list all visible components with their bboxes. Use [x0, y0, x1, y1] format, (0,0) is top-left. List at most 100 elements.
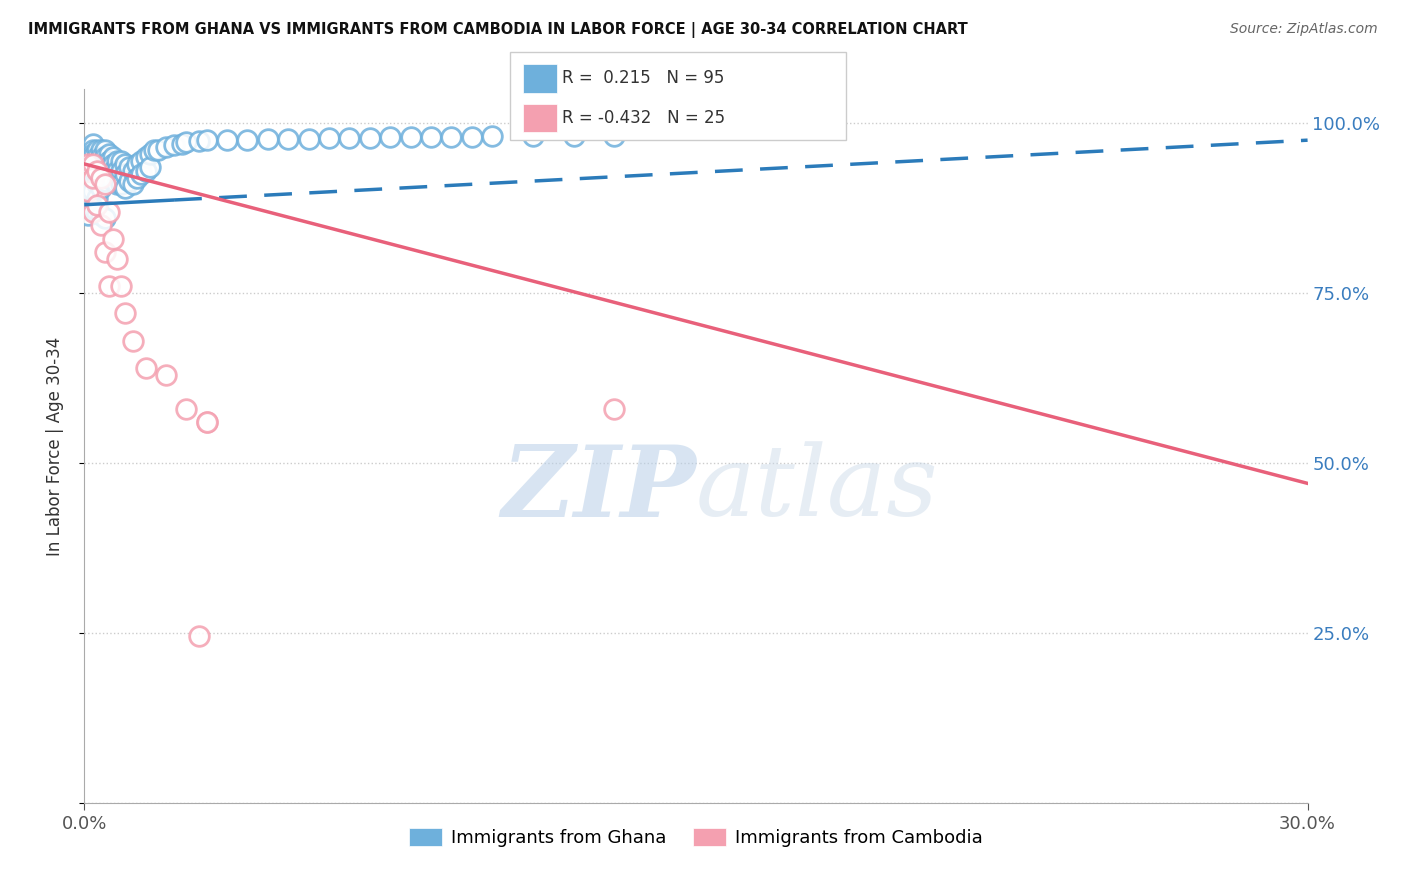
Point — [105, 178, 128, 192]
Point — [195, 415, 218, 429]
Point — [77, 178, 100, 192]
Point — [562, 129, 585, 144]
Point — [97, 170, 120, 185]
Point — [114, 306, 136, 320]
Point — [101, 174, 124, 188]
Point — [114, 167, 136, 181]
Point — [187, 134, 209, 148]
Point — [82, 204, 104, 219]
Point — [131, 167, 153, 181]
Point — [187, 629, 209, 643]
Point — [93, 157, 115, 171]
Point — [118, 161, 141, 175]
Text: R = -0.432   N = 25: R = -0.432 N = 25 — [562, 109, 725, 127]
Point — [163, 137, 186, 152]
Point — [82, 150, 104, 164]
Text: Source: ZipAtlas.com: Source: ZipAtlas.com — [1230, 22, 1378, 37]
Point — [93, 163, 115, 178]
Legend: Immigrants from Ghana, Immigrants from Cambodia: Immigrants from Ghana, Immigrants from C… — [402, 822, 990, 855]
Point — [174, 401, 197, 416]
Point — [127, 157, 149, 171]
Point — [127, 170, 149, 185]
Point — [77, 163, 100, 178]
Point — [318, 131, 340, 145]
Point — [90, 170, 112, 185]
Point — [90, 170, 112, 185]
Point — [522, 129, 544, 144]
Point — [77, 201, 100, 215]
Point — [339, 131, 361, 145]
Point — [101, 163, 124, 178]
Point — [603, 129, 626, 144]
Point — [481, 129, 503, 144]
Point — [399, 130, 422, 145]
Point — [155, 368, 177, 382]
Point — [82, 144, 104, 158]
Point — [122, 334, 145, 348]
Point — [461, 129, 484, 144]
Point — [77, 184, 100, 198]
Point — [142, 144, 165, 158]
Point — [110, 153, 132, 168]
Point — [172, 136, 194, 151]
Point — [82, 157, 104, 171]
Point — [97, 146, 120, 161]
Point — [82, 184, 104, 198]
Point — [114, 157, 136, 171]
Point — [146, 144, 169, 158]
Point — [90, 157, 112, 171]
Point — [110, 163, 132, 178]
Point — [93, 211, 115, 226]
Point — [82, 157, 104, 171]
Text: ZIP: ZIP — [501, 441, 696, 537]
Point — [97, 204, 120, 219]
Point — [195, 415, 218, 429]
Point — [82, 178, 104, 192]
Point — [77, 184, 100, 198]
Point — [86, 150, 108, 164]
Point — [118, 174, 141, 188]
Point — [86, 163, 108, 178]
Point — [90, 208, 112, 222]
Point — [420, 129, 443, 144]
Y-axis label: In Labor Force | Age 30-34: In Labor Force | Age 30-34 — [45, 336, 63, 556]
Point — [101, 150, 124, 164]
Point — [122, 163, 145, 178]
Point — [138, 146, 160, 161]
Text: R =  0.215   N = 95: R = 0.215 N = 95 — [562, 70, 724, 87]
Point — [110, 279, 132, 293]
Point — [82, 136, 104, 151]
Point — [236, 133, 259, 147]
Point — [86, 157, 108, 171]
Point — [135, 360, 157, 375]
Point — [122, 178, 145, 192]
Point — [97, 161, 120, 175]
Point — [86, 198, 108, 212]
Point — [82, 170, 104, 185]
Point — [135, 163, 157, 178]
Point — [90, 180, 112, 194]
Point — [131, 153, 153, 168]
Point — [90, 218, 112, 232]
Point — [86, 163, 108, 178]
Point — [86, 191, 108, 205]
Point — [105, 163, 128, 178]
Point — [174, 135, 197, 149]
Point — [359, 131, 381, 145]
Point — [90, 144, 112, 158]
Point — [90, 150, 112, 164]
Point — [82, 146, 104, 161]
Point — [77, 194, 100, 209]
Point — [101, 157, 124, 171]
Text: IMMIGRANTS FROM GHANA VS IMMIGRANTS FROM CAMBODIA IN LABOR FORCE | AGE 30-34 COR: IMMIGRANTS FROM GHANA VS IMMIGRANTS FROM… — [28, 22, 967, 38]
Point — [155, 140, 177, 154]
Point — [114, 180, 136, 194]
Point — [77, 157, 100, 171]
Point — [110, 178, 132, 192]
Point — [90, 163, 112, 178]
Point — [603, 401, 626, 416]
Point — [86, 144, 108, 158]
Point — [97, 153, 120, 168]
Point — [101, 232, 124, 246]
Point — [105, 252, 128, 266]
